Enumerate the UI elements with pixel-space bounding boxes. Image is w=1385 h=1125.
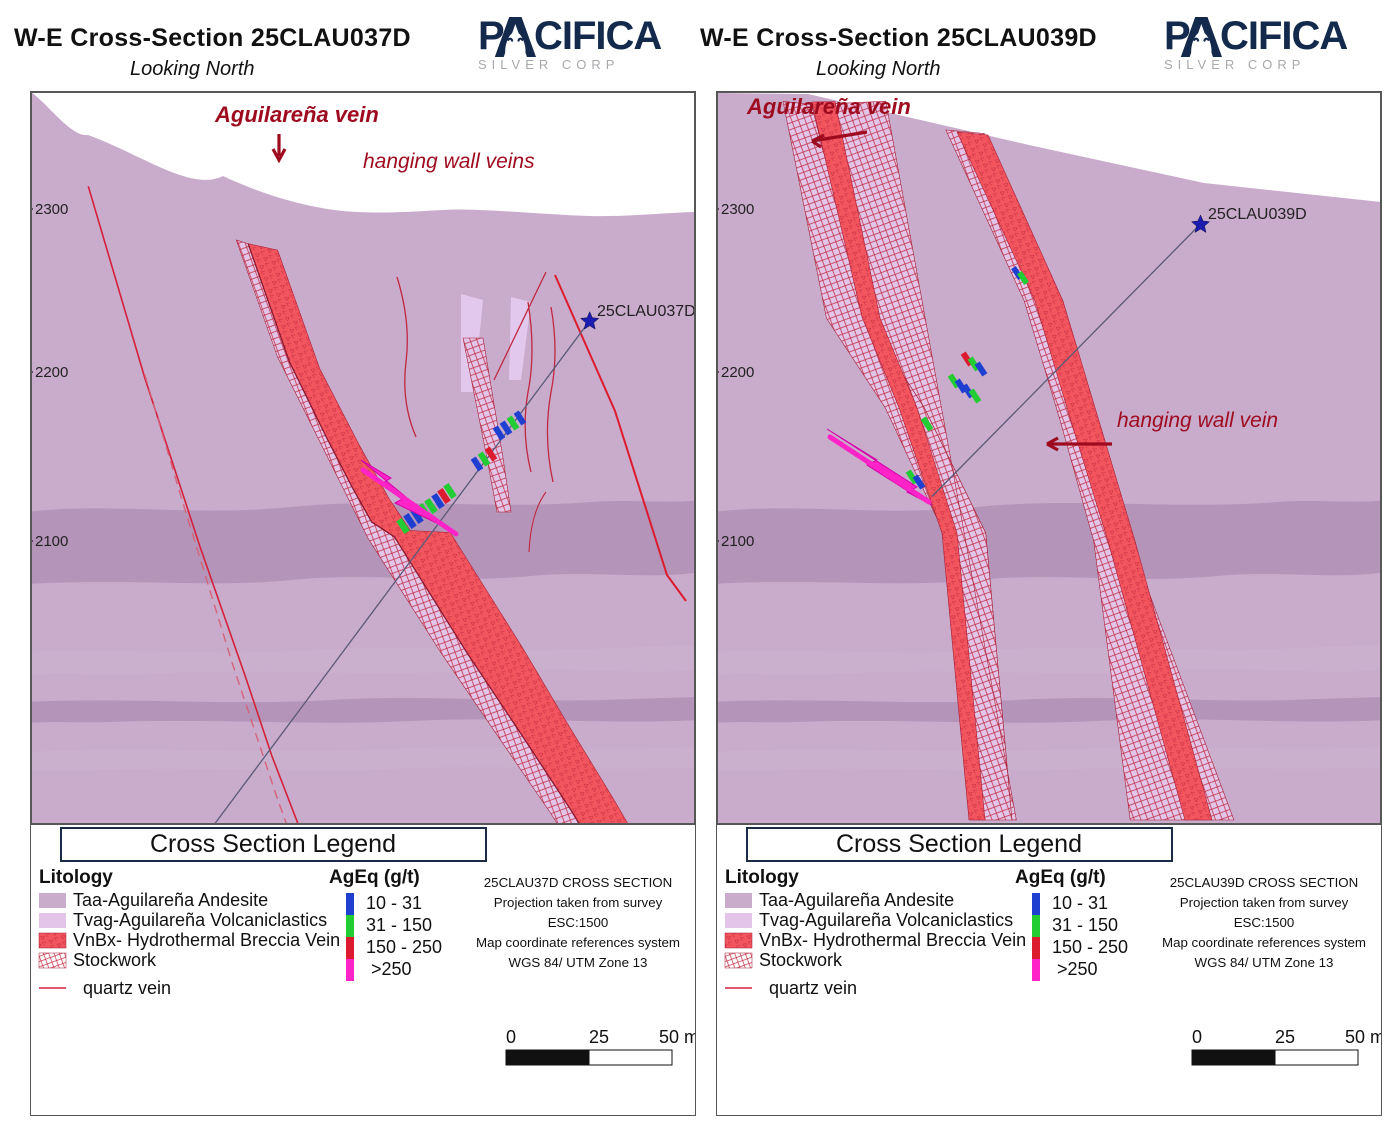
svg-text:10 - 31: 10 - 31 — [366, 893, 422, 913]
svg-text:WGS 84/ UTM Zone 13: WGS 84/ UTM Zone 13 — [1195, 955, 1334, 970]
svg-text:Projection taken from survey: Projection taken from survey — [494, 895, 663, 910]
svg-text:50 m: 50 m — [1345, 1027, 1381, 1047]
svg-text:VnBx- Hydrothermal Breccia Vei: VnBx- Hydrothermal Breccia Vein — [759, 930, 1026, 950]
svg-text:quartz vein: quartz vein — [769, 978, 857, 998]
svg-text:AgEq (g/t): AgEq (g/t) — [1015, 867, 1106, 888]
svg-text:AgEq (g/t): AgEq (g/t) — [329, 867, 420, 888]
svg-text:25: 25 — [589, 1027, 609, 1047]
svg-text:Aguilareña vein: Aguilareña vein — [746, 94, 911, 119]
svg-text:Litology: Litology — [39, 867, 113, 888]
svg-text:Taa-Aguilareña Andesite: Taa-Aguilareña Andesite — [759, 890, 954, 910]
svg-text:Cross Section Legend: Cross Section Legend — [836, 830, 1082, 858]
svg-text:>250: >250 — [371, 959, 412, 979]
svg-text:hanging wall veins: hanging wall veins — [363, 150, 535, 173]
svg-text:hanging wall vein: hanging wall vein — [1117, 409, 1278, 432]
svg-text:SILVER CORP: SILVER CORP — [478, 57, 619, 72]
svg-text:0: 0 — [506, 1027, 516, 1047]
svg-text:25CLAU039D: 25CLAU039D — [1208, 206, 1307, 223]
svg-text:Stockwork: Stockwork — [73, 950, 157, 970]
svg-text:0: 0 — [1192, 1027, 1202, 1047]
svg-text:2100: 2100 — [721, 533, 754, 550]
svg-text:Map coordinate references syst: Map coordinate references system — [476, 935, 680, 950]
svg-text:CIFICA: CIFICA — [534, 15, 661, 58]
svg-text:VnBx- Hydrothermal Breccia Vei: VnBx- Hydrothermal Breccia Vein — [73, 930, 340, 950]
svg-text:quartz vein: quartz vein — [83, 978, 171, 998]
svg-text:31 - 150: 31 - 150 — [1052, 915, 1118, 935]
svg-text:25CLAU37D CROSS SECTION: 25CLAU37D CROSS SECTION — [484, 875, 672, 890]
svg-text:2200: 2200 — [35, 364, 68, 381]
svg-text:CIFICA: CIFICA — [1220, 15, 1347, 58]
svg-text:Aguilareña vein: Aguilareña vein — [214, 102, 379, 127]
svg-text:25: 25 — [1275, 1027, 1295, 1047]
svg-text:25CLAU39D CROSS SECTION: 25CLAU39D CROSS SECTION — [1170, 875, 1358, 890]
svg-text:Map coordinate references syst: Map coordinate references system — [1162, 935, 1366, 950]
svg-text:ESC:1500: ESC:1500 — [548, 915, 609, 930]
svg-text:Tvag-Aguilareña Volcaniclastic: Tvag-Aguilareña Volcaniclastics — [759, 910, 1013, 930]
svg-text:Litology: Litology — [725, 867, 799, 888]
svg-text:2100: 2100 — [35, 533, 68, 550]
svg-text:Projection taken from survey: Projection taken from survey — [1180, 895, 1349, 910]
svg-text:Stockwork: Stockwork — [759, 950, 843, 970]
svg-text:150 - 250: 150 - 250 — [1052, 937, 1128, 957]
svg-text:Cross Section Legend: Cross Section Legend — [150, 830, 396, 858]
svg-text:2300: 2300 — [721, 201, 754, 218]
svg-text:10 - 31: 10 - 31 — [1052, 893, 1108, 913]
svg-text:SILVER CORP: SILVER CORP — [1164, 57, 1305, 72]
svg-text:Tvag-Aguilareña Volcaniclastic: Tvag-Aguilareña Volcaniclastics — [73, 910, 327, 930]
svg-text:25CLAU037D: 25CLAU037D — [597, 303, 695, 320]
svg-text:2200: 2200 — [721, 364, 754, 381]
svg-text:150 - 250: 150 - 250 — [366, 937, 442, 957]
svg-text:2300: 2300 — [35, 201, 68, 218]
svg-text:ESC:1500: ESC:1500 — [1234, 915, 1295, 930]
svg-text:WGS 84/ UTM Zone 13: WGS 84/ UTM Zone 13 — [509, 955, 648, 970]
svg-text:Taa-Aguilareña Andesite: Taa-Aguilareña Andesite — [73, 890, 268, 910]
svg-text:31 - 150: 31 - 150 — [366, 915, 432, 935]
svg-text:>250: >250 — [1057, 959, 1098, 979]
